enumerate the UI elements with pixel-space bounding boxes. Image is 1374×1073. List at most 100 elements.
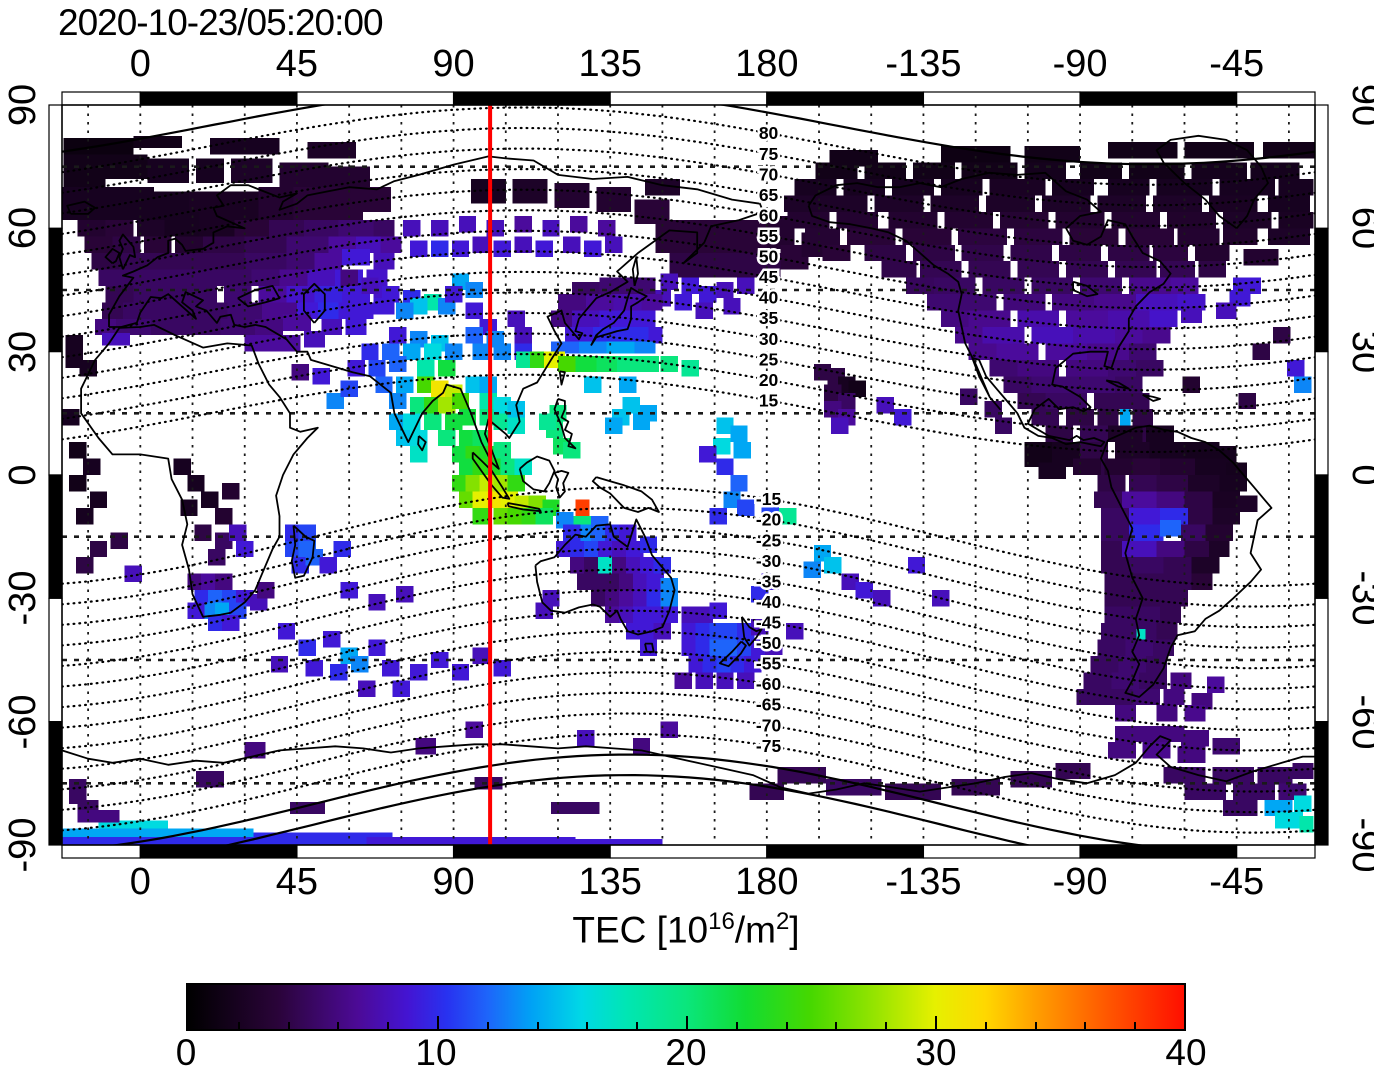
tec-cell (926, 294, 955, 311)
tec-cell (521, 507, 539, 525)
tec-cell (291, 364, 310, 381)
tec-cell (1163, 557, 1192, 574)
tec-cell (1135, 359, 1164, 377)
tec-cell (737, 499, 755, 517)
magnetic-contour-label: -60 (756, 674, 782, 694)
tec-cell (375, 376, 393, 393)
tec-cell (323, 631, 341, 648)
tec-cell (338, 220, 374, 237)
magnetic-contour-line (62, 506, 1315, 608)
tec-cell (465, 376, 484, 393)
magnetic-contour-line (62, 691, 1315, 793)
tec-cell (1104, 573, 1133, 591)
tec-cell (733, 442, 752, 459)
tec-cell (143, 236, 172, 253)
tec-cell (639, 639, 658, 656)
tec-cell (1252, 343, 1270, 360)
colorbar-minor-tick (785, 1022, 788, 1029)
tec-cell (136, 220, 165, 237)
tec-cell (1031, 327, 1074, 344)
magnetic-contour-line (223, 773, 1032, 845)
tec-cell (902, 228, 952, 245)
colorbar-title-suffix: ] (789, 909, 800, 951)
tec-cell (695, 606, 713, 623)
tec-cell (730, 425, 748, 443)
border-segment-black (766, 844, 925, 859)
tec-cell (831, 417, 849, 434)
border-segment-black (48, 474, 63, 599)
magnetic-contour-label: 15 (759, 390, 779, 410)
tec-cell (194, 524, 212, 541)
colorbar-minor-tick (387, 1022, 390, 1029)
tec-cell (423, 343, 442, 360)
tec-cell (625, 540, 644, 558)
magnetic-contour-label: -25 (756, 530, 782, 550)
magnetic-contour-label: 35 (759, 308, 779, 328)
tec-cell (77, 810, 120, 823)
tec-cell (1191, 557, 1220, 574)
lon-tick-label-top: -135 (885, 43, 962, 85)
tec-cell (208, 614, 226, 632)
tec-cell (175, 253, 203, 270)
tec-cell (215, 573, 233, 591)
magnetic-contours (62, 105, 1315, 845)
lon-tick-label-bottom: 135 (578, 861, 642, 903)
tec-cell (864, 244, 907, 262)
tec-cell (1292, 762, 1314, 780)
tec-cell (507, 310, 525, 327)
colorbar-minor-tick (1084, 1022, 1087, 1029)
tec-cell (538, 413, 557, 430)
tec-cell (1031, 277, 1074, 295)
tec-cell (1299, 816, 1314, 833)
tec-cell (430, 651, 449, 669)
lat-tick-label-left: 30 (2, 330, 44, 373)
magnetic-contour-line (62, 105, 1315, 166)
tec-cell (1128, 277, 1171, 295)
tec-cell (423, 294, 442, 311)
tec-cell (681, 277, 699, 295)
lon-tick-label-top: 90 (432, 43, 475, 85)
tec-cell (110, 532, 129, 549)
lat-tick-label-right: 90 (1344, 83, 1374, 127)
coastline (631, 256, 639, 287)
tec-cell (415, 738, 437, 755)
border-segment-white (1314, 597, 1329, 723)
tec-cell (1160, 458, 1195, 475)
tec-cell (1278, 783, 1307, 800)
tec-cell (1114, 376, 1143, 393)
tec-cell (1184, 705, 1206, 722)
tec-cell (1149, 310, 1178, 327)
tec-cell (279, 269, 308, 286)
tec-cell (604, 573, 623, 591)
magnetic-contour-line (62, 732, 1315, 834)
tec-cell (1066, 261, 1108, 278)
tec-cell (95, 318, 116, 336)
tec-cell (472, 647, 491, 665)
lon-tick-label-bottom: 90 (432, 861, 475, 903)
border-segment-white (1314, 351, 1329, 476)
tec-cell (437, 429, 456, 447)
tec-cell (361, 343, 379, 360)
tec-cell (1146, 655, 1168, 673)
coastline (118, 233, 136, 270)
tec-cell (575, 499, 590, 517)
magnetic-contour-label: 55 (759, 226, 779, 246)
tec-cell (578, 341, 607, 354)
tec-cell (1031, 409, 1060, 426)
border-segment-white (48, 351, 63, 476)
coastline (1100, 424, 1273, 698)
border-segment-white (922, 91, 1081, 106)
tec-cell (1219, 475, 1248, 492)
lon-tick-label-top: 45 (275, 43, 319, 85)
tec-cell (1083, 672, 1112, 689)
tec-cell (1107, 142, 1178, 159)
lon-tick-label-bottom: -45 (1209, 861, 1265, 903)
colorbar-title-square: 2 (775, 908, 790, 935)
tec-cell (599, 310, 628, 327)
coastline (807, 171, 1172, 448)
tec-cell (1104, 606, 1133, 623)
tec-cell (314, 253, 343, 270)
tec-cell (822, 244, 851, 262)
